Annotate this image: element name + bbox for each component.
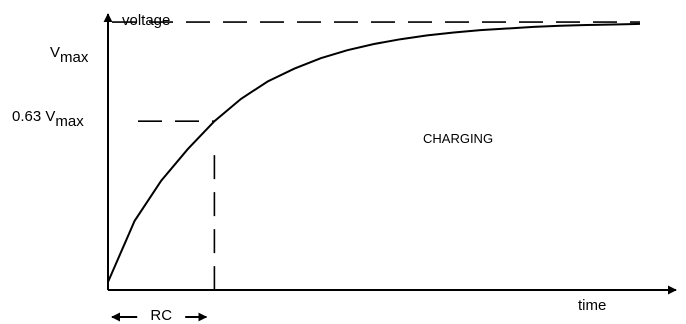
- rc-label: RC: [150, 307, 172, 324]
- y-axis-label: voltage: [122, 12, 170, 29]
- 063-vmax-label: 0.63 Vmax: [12, 108, 84, 130]
- charging-curve-line: [107, 22, 641, 283]
- charging-annotation: CHARGING: [423, 131, 493, 146]
- vmax-label: Vmax: [50, 44, 89, 66]
- x-axis-label: time: [578, 297, 606, 314]
